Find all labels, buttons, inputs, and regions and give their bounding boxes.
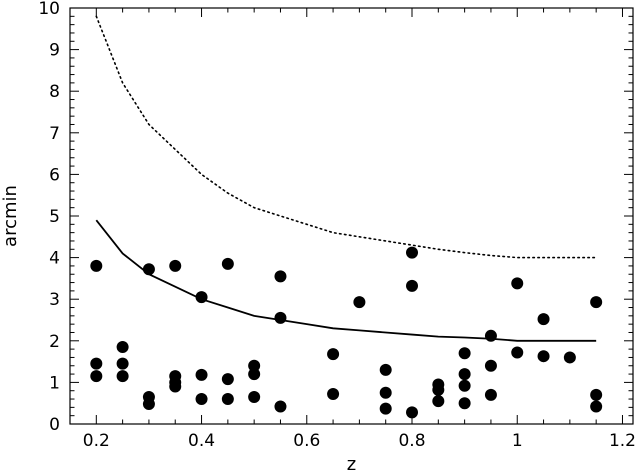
y-tick-label: 1 <box>49 373 60 393</box>
data-point <box>406 406 419 419</box>
plot-frame <box>69 7 634 425</box>
data-point <box>274 270 287 283</box>
data-point <box>458 397 471 410</box>
data-point <box>327 348 340 361</box>
data-point <box>169 259 182 272</box>
data-point <box>458 379 471 392</box>
y-tick-label: 2 <box>49 332 60 352</box>
data-point <box>590 296 603 309</box>
data-point <box>484 329 497 342</box>
data-point <box>142 398 155 411</box>
data-point <box>248 368 261 381</box>
x-tick-label: 1.2 <box>609 431 636 451</box>
data-point <box>458 347 471 360</box>
data-point <box>195 393 208 406</box>
y-tick-label: 8 <box>49 82 60 102</box>
y-tick-label: 9 <box>49 41 60 61</box>
y-tick-label: 0 <box>49 415 60 435</box>
tick-layer: 0.2 0.4 0.6 0.8 1 1.2 0 1 2 3 4 5 6 7 8 9 10 <box>38 0 636 451</box>
data-point <box>379 386 392 399</box>
data-point <box>537 350 550 363</box>
data-point <box>142 263 155 276</box>
y-tick-label: 4 <box>49 249 60 269</box>
data-point <box>511 346 524 359</box>
data-point <box>484 388 497 401</box>
data-point <box>90 370 103 383</box>
x-tick-label: 0.4 <box>188 431 215 451</box>
data-point <box>458 368 471 381</box>
data-point <box>590 400 603 413</box>
y-tick-label: 10 <box>38 0 60 19</box>
dotted-curve <box>95 15 597 259</box>
data-point <box>563 351 576 364</box>
data-point <box>248 390 261 403</box>
data-point <box>169 380 182 393</box>
data-point <box>116 370 129 383</box>
y-tick-label: 5 <box>49 207 60 227</box>
data-point <box>511 277 524 290</box>
y-tick-label: 3 <box>49 290 60 310</box>
y-tick-label: 6 <box>49 165 60 185</box>
data-point <box>221 393 234 406</box>
data-point <box>195 291 208 304</box>
data-point <box>327 388 340 401</box>
scatter-points-layer <box>90 246 603 419</box>
data-point <box>274 311 287 324</box>
data-point <box>116 357 129 370</box>
data-point <box>221 373 234 386</box>
x-tick-label: 0.6 <box>293 431 320 451</box>
y-tick-label: 7 <box>49 124 60 144</box>
solid-curve <box>95 219 597 342</box>
data-point <box>195 368 208 381</box>
data-point <box>432 383 445 396</box>
data-point <box>90 357 103 370</box>
data-point <box>248 359 261 372</box>
series-lines-layer <box>95 15 597 342</box>
data-point <box>221 257 234 270</box>
x-tick-label: 1 <box>512 431 523 451</box>
plot-frame-layer <box>69 7 634 425</box>
data-point <box>274 400 287 413</box>
x-axis-label: z <box>347 454 356 473</box>
data-point <box>590 388 603 401</box>
labels-layer: z arcmin <box>0 185 356 473</box>
data-point <box>353 296 366 309</box>
data-point <box>406 279 419 292</box>
data-point <box>90 259 103 272</box>
x-tick-label: 0.8 <box>398 431 425 451</box>
x-tick-label: 0.2 <box>83 431 110 451</box>
data-point <box>432 395 445 408</box>
data-point <box>537 313 550 326</box>
data-point <box>484 359 497 372</box>
data-point <box>116 341 129 354</box>
data-point <box>406 246 419 259</box>
data-point <box>379 363 392 376</box>
y-axis-label: arcmin <box>0 185 21 247</box>
data-point <box>379 402 392 415</box>
